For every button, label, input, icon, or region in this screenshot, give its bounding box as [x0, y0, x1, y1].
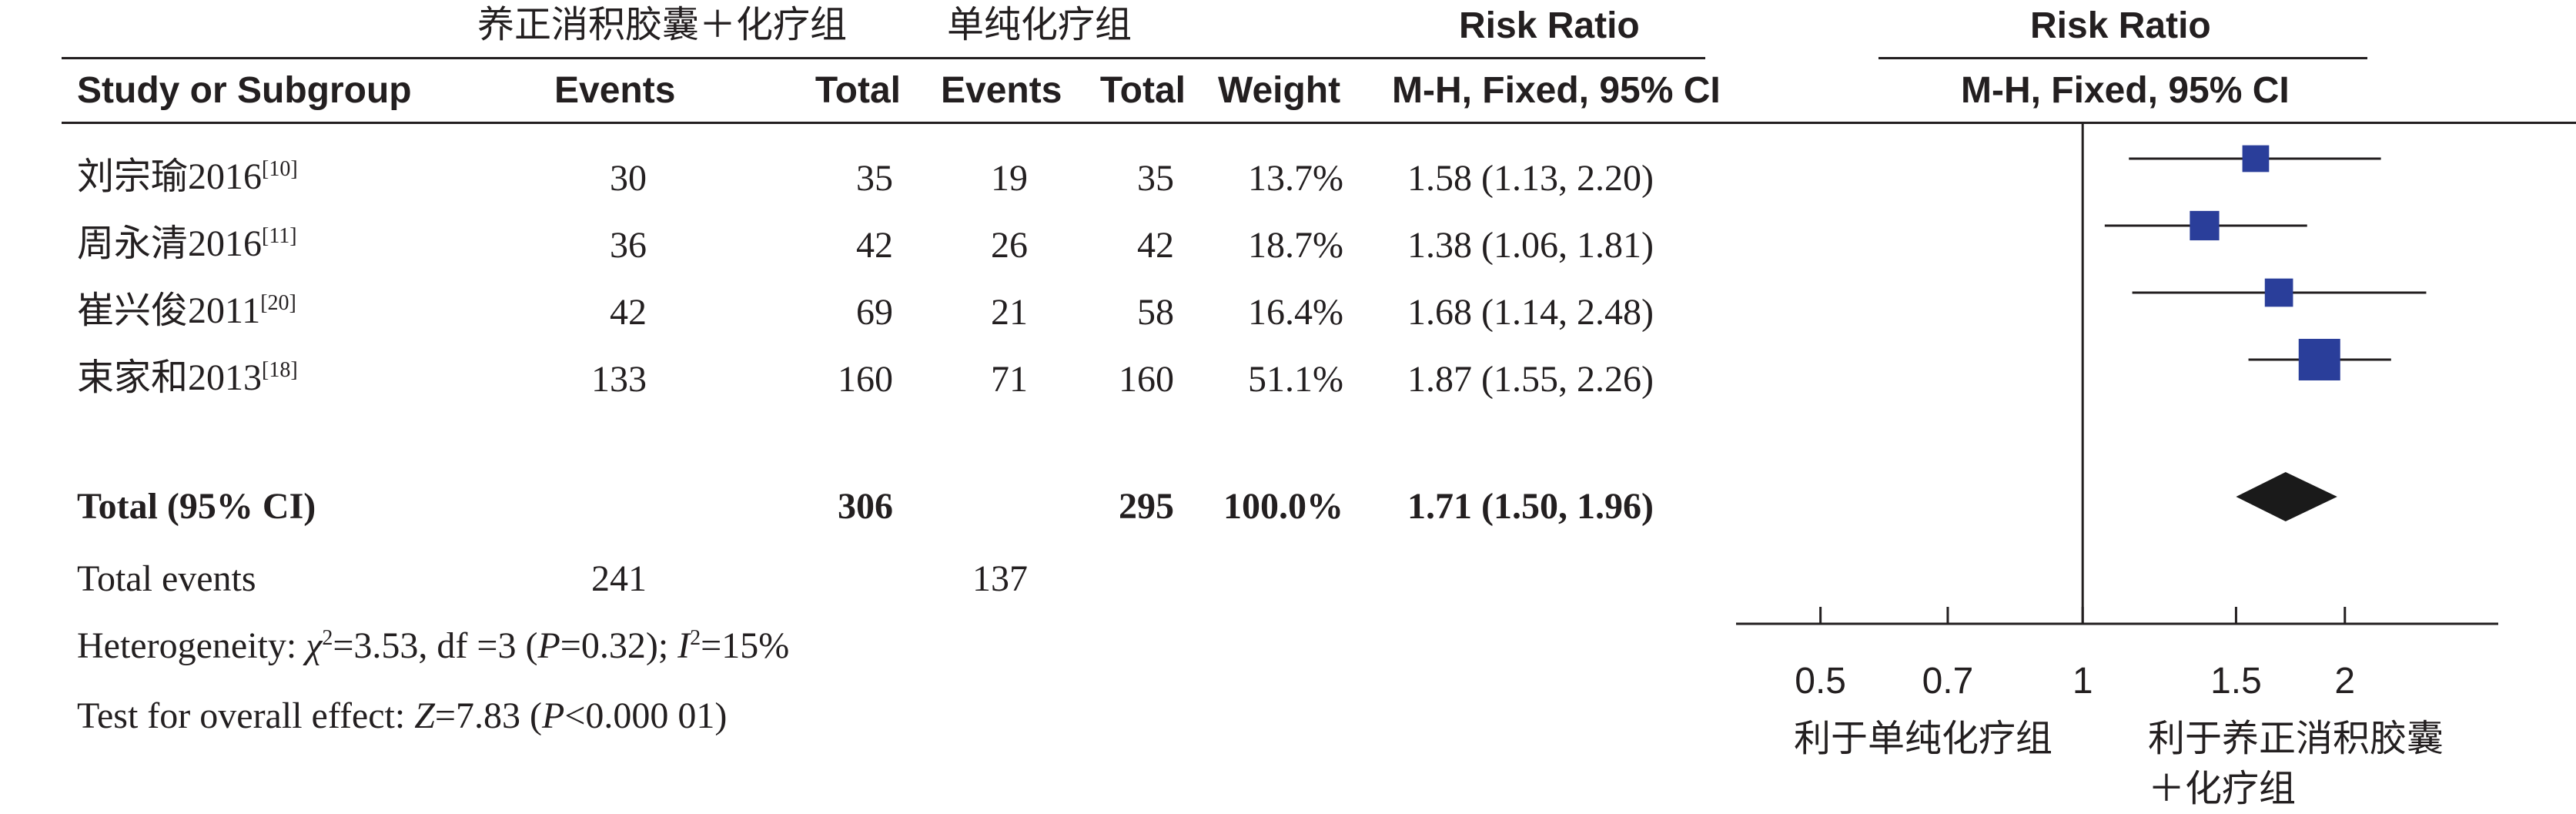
study-point-square [2242, 145, 2270, 173]
study-ref: [20] [260, 291, 296, 315]
x-tick-label: 1.5 [2210, 661, 2262, 702]
favours-experimental-label-1: 利于养正消积胶囊 [2148, 717, 2444, 760]
x-tick-label: 0.7 [1922, 661, 1974, 702]
events-exp: 133 [591, 359, 647, 400]
study-ref: [11] [262, 224, 297, 248]
total-ctrl: 295 [1119, 486, 1174, 527]
header-risk-ratio: Risk Ratio [1459, 5, 1640, 46]
total-weight: 100.0% [1223, 486, 1343, 527]
total-ctrl: 42 [1137, 225, 1174, 266]
study-ref: [18] [262, 358, 298, 382]
events-ctrl: 71 [991, 359, 1028, 400]
header-study: Study or Subgroup [77, 70, 412, 111]
header-rule-bottom [62, 122, 2576, 124]
events-exp: 42 [610, 292, 647, 333]
risk-ratio-ci: 1.68 (1.14, 2.48) [1407, 292, 1654, 333]
events-exp: 36 [610, 225, 647, 266]
header-weight: Weight [1218, 70, 1341, 111]
study-name: 崔兴俊2011 [77, 290, 261, 331]
total-ci: 1.71 (1.50, 1.96) [1407, 486, 1654, 527]
study-name: 周永清2016 [77, 223, 263, 264]
header-group-experimental: 养正消积胶囊＋化疗组 [477, 3, 848, 46]
weight: 13.7% [1248, 158, 1343, 199]
header-rule-top-right [1878, 57, 2367, 59]
overall-effect-text: Test for overall effect: Z=7.83 (P<0.000… [77, 695, 728, 736]
events-ctrl: 19 [991, 158, 1028, 199]
heterogeneity-text: Heterogeneity: χ2=3.53, df =3 (P=0.32); … [77, 625, 790, 666]
favours-experimental-label-2: ＋化疗组 [2148, 767, 2297, 810]
header-events-exp: Events [554, 70, 676, 111]
total-ctrl: 160 [1119, 359, 1174, 400]
total-events-label: Total events [77, 558, 256, 599]
header-total-exp: Total [815, 70, 901, 111]
total-exp: 42 [856, 225, 893, 266]
study-name: 刘宗瑜2016 [77, 156, 263, 197]
study-point-square [2190, 210, 2220, 241]
study-point-square [2298, 339, 2340, 380]
total-exp: 160 [838, 359, 893, 400]
pooled-diamond [2236, 472, 2337, 521]
header-rule-top-left [62, 57, 1705, 59]
total-exp: 35 [856, 158, 893, 199]
risk-ratio-ci: 1.87 (1.55, 2.26) [1407, 359, 1654, 400]
total-label: Total (95% CI) [77, 486, 316, 527]
weight: 51.1% [1248, 359, 1343, 400]
risk-ratio-ci: 1.38 (1.06, 1.81) [1407, 225, 1654, 266]
risk-ratio-ci: 1.58 (1.13, 2.20) [1407, 158, 1654, 199]
total-exp: 306 [838, 486, 893, 527]
header-total-ctrl: Total [1099, 70, 1186, 111]
header-group-control: 单纯化疗组 [947, 3, 1132, 46]
header-method-plot: M-H, Fixed, 95% CI [1961, 70, 2290, 111]
header-events-ctrl: Events [941, 70, 1062, 111]
x-tick-label: 1 [2073, 661, 2093, 702]
total-ctrl: 58 [1137, 292, 1174, 333]
total-exp: 69 [856, 292, 893, 333]
events-ctrl: 26 [991, 225, 1028, 266]
study-point-square [2264, 278, 2293, 307]
x-tick-label: 2 [2334, 661, 2355, 702]
events-ctrl: 21 [991, 292, 1028, 333]
header-risk-ratio-plot: Risk Ratio [2030, 5, 2211, 46]
total-ctrl: 35 [1137, 158, 1174, 199]
favours-control-label: 利于单纯化疗组 [1794, 717, 2053, 760]
x-tick-label: 0.5 [1795, 661, 1846, 702]
total-events-ctrl: 137 [972, 558, 1028, 599]
events-exp: 30 [610, 158, 647, 199]
study-ref: [10] [262, 157, 298, 181]
header-method: M-H, Fixed, 95% CI [1392, 70, 1721, 111]
weight: 16.4% [1248, 292, 1343, 333]
study-name: 束家和2013 [77, 357, 263, 398]
total-events-exp: 241 [591, 558, 647, 599]
weight: 18.7% [1248, 225, 1343, 266]
